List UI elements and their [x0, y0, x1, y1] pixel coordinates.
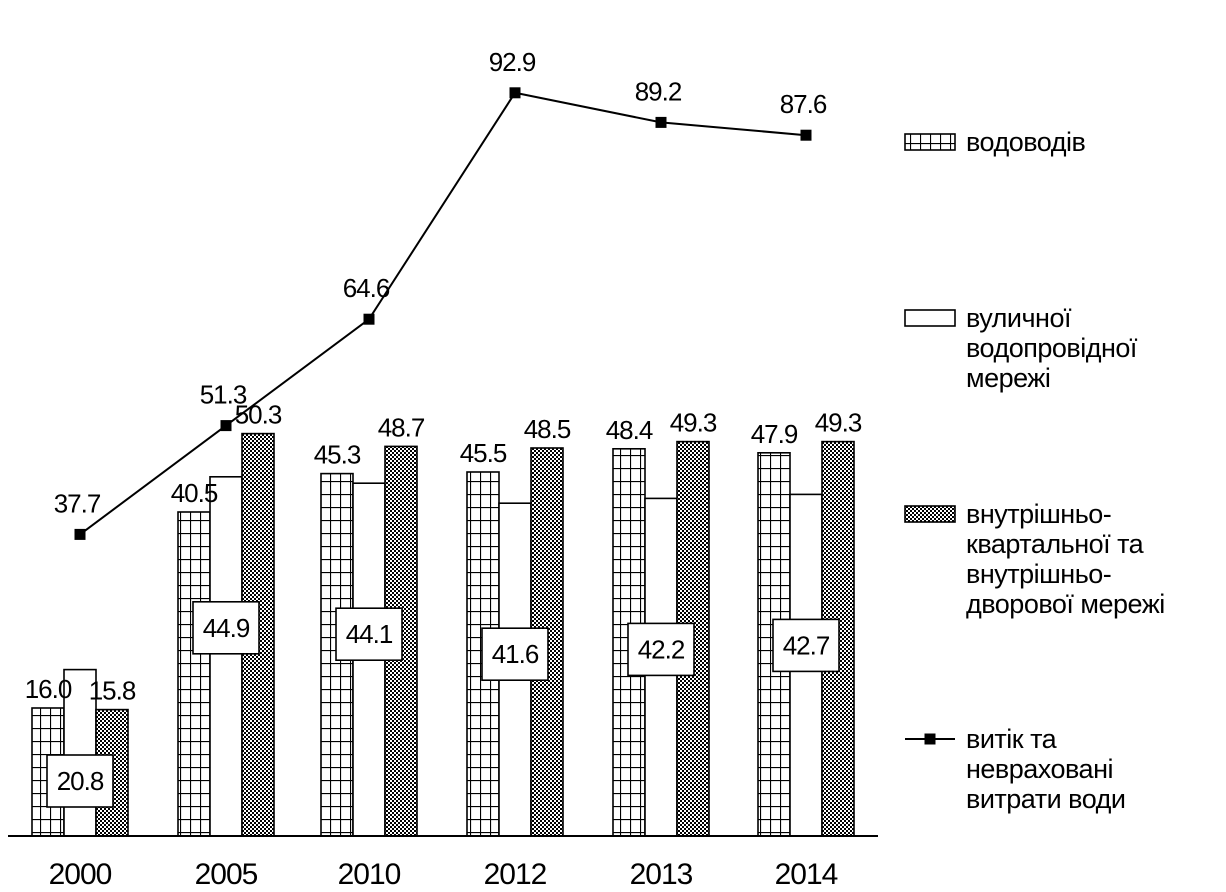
value-label-box-2005 — [192, 600, 260, 655]
x-tick-2013: 2013 — [630, 858, 693, 891]
legend-label-4: невраховані — [966, 754, 1113, 784]
x-tick-2010: 2010 — [338, 858, 401, 891]
value-label-1-2014: 47.9 — [751, 419, 798, 449]
value-label-3-2000: 15.8 — [89, 676, 136, 706]
line-label-2014: 87.6 — [780, 89, 827, 119]
legend-swatch-3 — [904, 505, 956, 523]
value-label-2-2000: 20.8 — [57, 766, 104, 796]
value-label-3-2005: 50.3 — [235, 400, 282, 430]
line-label-2010: 64.6 — [343, 273, 390, 303]
value-label-2-2013: 42.2 — [638, 634, 685, 664]
legend-label-3: дворової мережі — [966, 589, 1165, 619]
legend-label-3: квартальної та — [966, 529, 1145, 559]
x-tick-2005: 2005 — [195, 858, 258, 891]
value-label-1-2010: 45.3 — [314, 440, 361, 470]
value-label-2-2010: 44.1 — [346, 619, 393, 649]
value-label-box-2013 — [627, 622, 695, 677]
value-label-1-2012: 45.5 — [460, 438, 507, 468]
legend-swatch-1 — [904, 133, 956, 151]
legend-label-2: мережі — [966, 363, 1050, 393]
legend-label-4: витрати води — [966, 784, 1125, 814]
value-label-2-2014: 42.7 — [783, 630, 830, 660]
value-label-3-2013: 49.3 — [670, 408, 717, 438]
line-point-2012 — [509, 87, 521, 99]
bar-2-2000 — [63, 668, 97, 837]
legend-label-3: внутрішньо- — [966, 499, 1111, 529]
legend-swatch-marker — [924, 733, 936, 745]
value-label-3-2012: 48.5 — [524, 414, 571, 444]
value-label-box-2012 — [481, 627, 549, 682]
line-label-2000: 37.7 — [54, 488, 101, 518]
legend-label-2: вуличної — [966, 303, 1072, 333]
legend-label-2: водопровідної — [966, 333, 1138, 363]
value-label-1-2013: 48.4 — [606, 415, 653, 445]
legend-label-1: водоводів — [966, 127, 1085, 157]
line-point-2010 — [363, 313, 375, 325]
line-point-2014 — [800, 129, 812, 141]
line-point-2000 — [74, 528, 86, 540]
bar-2-2005 — [209, 475, 243, 837]
x-tick-2014: 2014 — [775, 858, 838, 891]
x-tick-layer: 2000 2005 2010 2012 2013 2014 — [49, 858, 839, 891]
value-label-1-2000: 16.0 — [25, 674, 72, 704]
line-label-2012: 92.9 — [489, 47, 536, 77]
value-label-1-2005: 40.5 — [171, 478, 218, 508]
legend-label-4: витік та — [966, 724, 1058, 754]
line-point-2005 — [220, 420, 232, 432]
line-label-2013: 89.2 — [635, 76, 682, 106]
value-label-3-2010: 48.7 — [378, 412, 425, 442]
line-layer — [74, 87, 812, 540]
legend-label-3: внутрішньо- — [966, 559, 1111, 589]
legend-swatch-2 — [904, 309, 956, 327]
bar-1-2005 — [177, 511, 211, 837]
value-label-box-2000 — [46, 754, 114, 808]
line-series-path — [79, 91, 807, 536]
value-label-2-2012: 41.6 — [492, 639, 539, 669]
value-label-box-2014 — [772, 618, 840, 673]
labels-layer: 16.0 40.5 45.3 45.5 48.4 47.9 20.8 44.9 44.1 41.6… — [25, 47, 863, 808]
value-label-box-2010 — [335, 607, 403, 662]
value-label-3-2014: 49.3 — [815, 408, 862, 438]
value-label-2-2005: 44.9 — [203, 613, 250, 643]
x-tick-2012: 2012 — [484, 858, 547, 891]
x-tick-2000: 2000 — [49, 858, 112, 891]
line-point-2013 — [655, 116, 667, 128]
line-label-2005: 51.3 — [200, 380, 247, 410]
bars-layer — [31, 432, 855, 837]
